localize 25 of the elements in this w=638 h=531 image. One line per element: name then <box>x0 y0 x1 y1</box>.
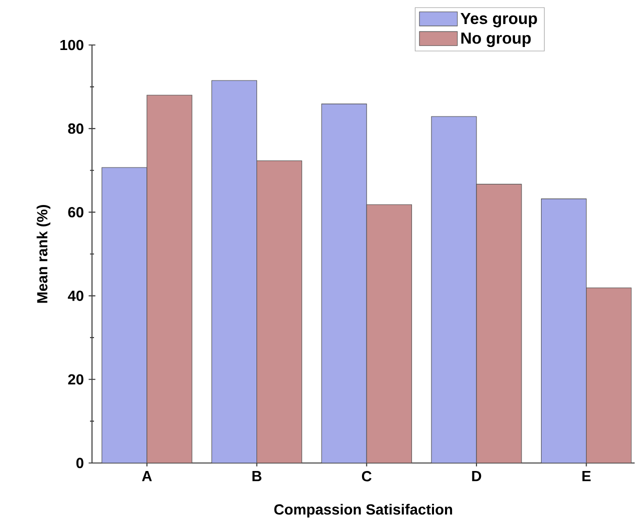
bar <box>146 94 192 463</box>
bar <box>321 104 367 463</box>
x-axis-title: Compassion Satisifaction <box>274 504 452 518</box>
bar <box>102 167 148 463</box>
y-tick-label: 0 <box>76 458 84 468</box>
bar <box>541 198 587 463</box>
y-tick-label: 100 <box>60 40 84 50</box>
legend-label: No group <box>461 32 531 48</box>
y-tick-label: 20 <box>68 374 84 385</box>
legend-label: Yes group <box>460 12 537 28</box>
x-tick-label: D <box>472 471 482 482</box>
bar <box>431 116 477 463</box>
x-tick-label: C <box>362 471 372 482</box>
x-tick-label: A <box>142 471 152 482</box>
bar <box>211 80 258 463</box>
y-tick-label: 80 <box>68 123 84 134</box>
y-tick-label: 40 <box>68 290 84 301</box>
bar <box>256 160 302 463</box>
y-axis-title: Mean rank (%) <box>36 205 50 303</box>
bar <box>586 288 632 463</box>
bar <box>476 184 522 463</box>
y-tick-label: 60 <box>68 207 84 218</box>
bar <box>366 204 412 463</box>
x-tick-label: B <box>252 471 262 482</box>
x-tick-label: E <box>582 471 591 482</box>
